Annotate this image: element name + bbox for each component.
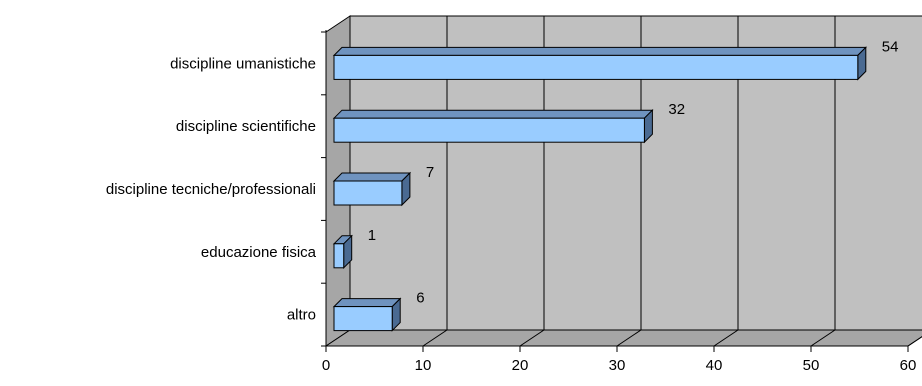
bar [332,297,402,332]
data-label: 32 [668,101,685,118]
floor-gridline [810,329,836,347]
bar [332,46,868,81]
bar-top-face [332,298,402,308]
floor [324,329,922,347]
x-tick-label: 0 [322,357,330,374]
floor-gridline [519,329,545,347]
bar-top-face [332,109,654,119]
bar-front-face [333,306,393,332]
bar-front-face [333,54,859,80]
bar [332,171,412,207]
labels: 0 10 20 30 40 50 60 discipline umanistiche 54 dis… [106,38,916,374]
bar [332,234,353,270]
category-label: discipline scientifiche [176,118,316,135]
x-tick-label: 20 [512,357,529,374]
x-tick-label: 30 [609,357,626,374]
category-label: discipline umanistiche [170,55,316,72]
bar-front-face [333,117,645,143]
floor-gridline [713,329,739,347]
bar-front-face [333,180,403,206]
floor-gridline [422,329,448,347]
data-label: 6 [416,290,424,307]
floor-gridline [907,336,922,347]
data-label: 1 [368,227,376,244]
plot-walls [324,15,922,347]
category-label: educazione fisica [201,244,317,261]
bar-top-face [332,172,412,182]
bars [332,46,868,332]
category-label: altro [287,307,316,324]
category-label: discipline tecniche/professionali [106,181,316,198]
x-tick-label: 40 [706,357,723,374]
bar [332,108,654,144]
x-tick-label: 50 [803,357,820,374]
data-label: 7 [426,164,434,181]
floor-gridline [616,329,642,347]
bar-top-face [332,46,868,56]
data-label: 54 [882,38,899,55]
x-tick-label: 60 [900,357,917,374]
bar-front-face [333,243,345,269]
x-tick-label: 10 [415,357,432,374]
axes [321,30,909,352]
